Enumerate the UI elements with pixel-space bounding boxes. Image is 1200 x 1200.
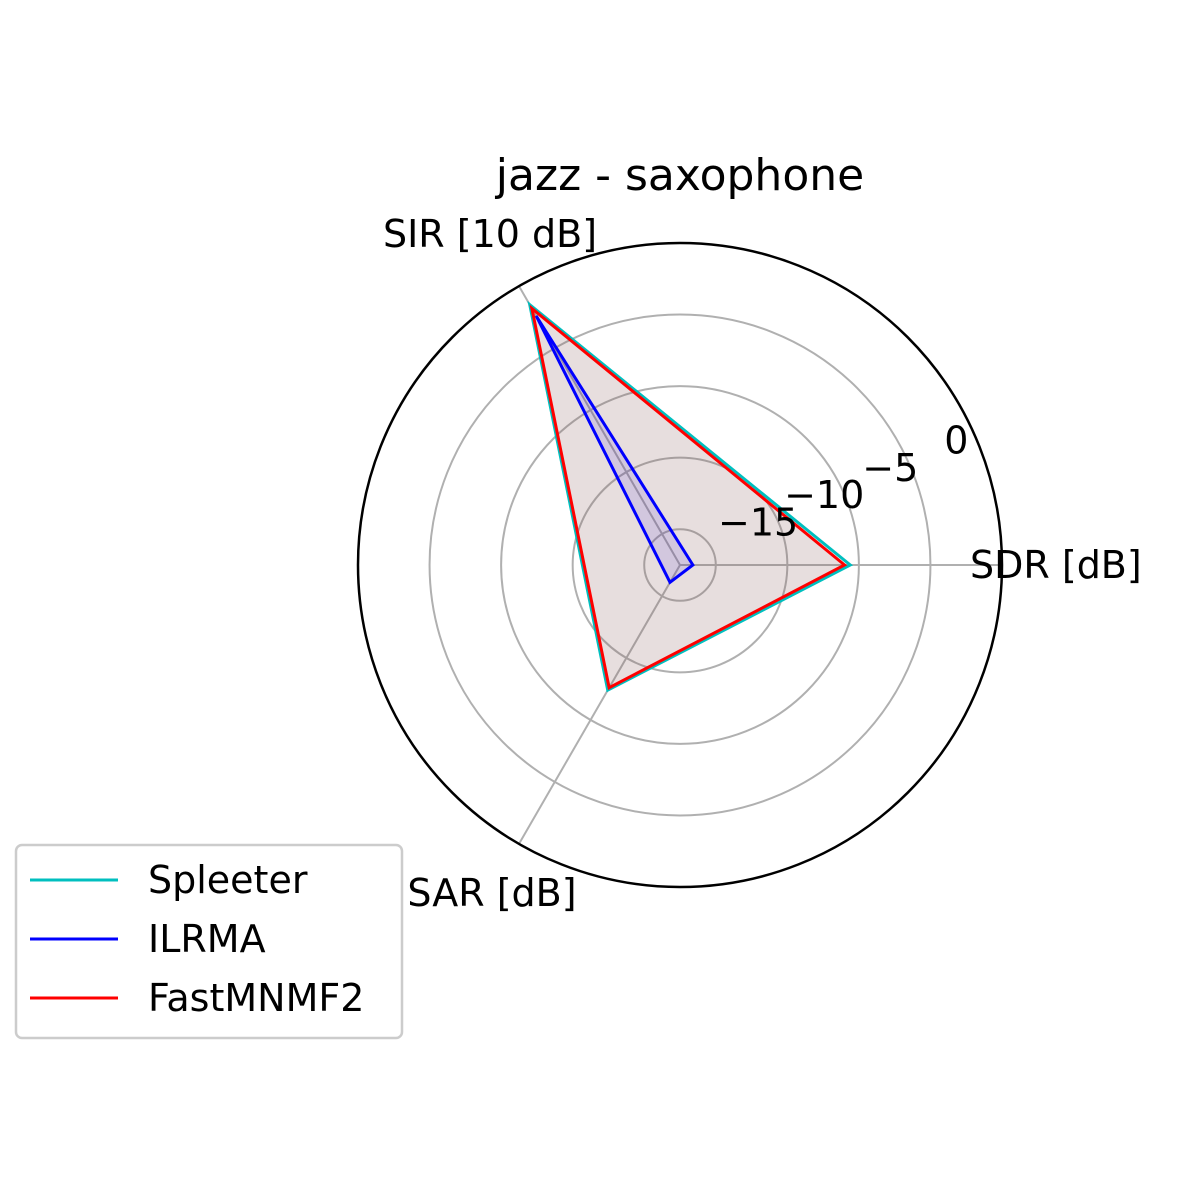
series-layer xyxy=(527,300,854,693)
spoke-sar-db xyxy=(518,564,681,845)
axis-label-sdr-db: SDR [dB] xyxy=(970,543,1142,587)
legend-label-fastmnmf2: FastMNMF2 xyxy=(148,976,364,1020)
series-fill-spleeter xyxy=(529,304,851,691)
radial-tick-label-4: 0 xyxy=(944,419,968,463)
series-line-spleeter xyxy=(527,300,854,693)
radial-tick-label-2: −10 xyxy=(784,473,864,517)
axis-label-sir-10-db: SIR [10 dB] xyxy=(383,212,597,256)
legend-label-ilrma: ILRMA xyxy=(148,917,266,961)
radial-tick-label-1: −15 xyxy=(718,501,798,545)
chart-title: jazz - saxophone xyxy=(495,150,864,201)
grid xyxy=(428,285,1002,845)
axis-label-sar-db: SAR [dB] xyxy=(407,871,576,915)
series-line-ilrma xyxy=(534,315,695,585)
legend-frame xyxy=(14,843,404,1040)
series-fill-ilrma xyxy=(536,315,693,583)
legend: Spleeter ILRMA FastMNMF2 xyxy=(14,843,404,1040)
labels: SDR [dB] SIR [10 dB] SAR [dB] −15−10−5 0 xyxy=(383,212,1142,915)
series-line-fastmnmf2 xyxy=(529,304,848,690)
radial-tick-label-3: −5 xyxy=(862,446,918,490)
outer-frame xyxy=(356,241,1004,889)
series-fill-fastmnmf2 xyxy=(531,308,845,688)
legend-label-spleeter: Spleeter xyxy=(148,858,308,902)
